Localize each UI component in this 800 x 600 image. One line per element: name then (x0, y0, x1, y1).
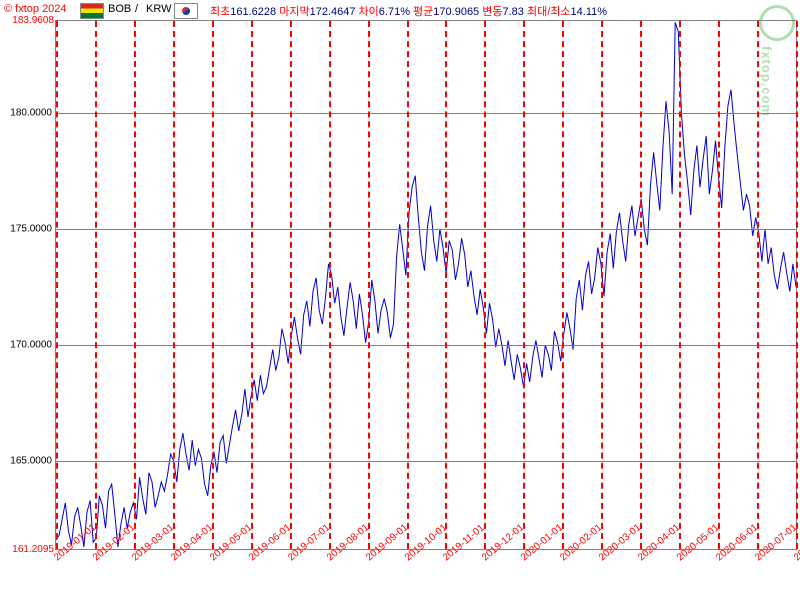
v-gridline (212, 21, 214, 549)
h-gridline (56, 345, 796, 346)
v-gridline (562, 21, 564, 549)
v-gridline (134, 21, 136, 549)
pair-separator: / (135, 3, 138, 15)
v-gridline (601, 21, 603, 549)
v-gridline (95, 21, 97, 549)
v-gridline (640, 21, 642, 549)
stats-bar: 최초161.6228 마지막172.4647 차이6.71% 평균170.906… (210, 3, 607, 19)
y-max-label: 183.9608 (12, 15, 56, 26)
h-gridline (56, 113, 796, 114)
plot-area: 183.9608 161.2095 165.0000170.0000175.00… (55, 20, 797, 550)
stat-value: 170.9065 (433, 6, 479, 18)
v-gridline (679, 21, 681, 549)
base-currency: BOB (108, 3, 131, 15)
v-gridline (796, 21, 798, 549)
bolivia-flag-icon (80, 3, 104, 19)
quote-currency: KRW (146, 3, 171, 15)
y-tick-label: 165.0000 (10, 456, 56, 467)
stat-value: 172.4647 (310, 6, 356, 18)
v-gridline (368, 21, 370, 549)
stat-label: 최초 (210, 6, 230, 18)
stat-label: 평균 (413, 6, 433, 18)
y-min-label: 161.2095 (12, 544, 56, 555)
v-gridline (173, 21, 175, 549)
stat-value: 7.83 (503, 6, 524, 18)
v-gridline (445, 21, 447, 549)
stat-label: 최대/최소 (527, 6, 571, 18)
v-gridline (757, 21, 759, 549)
v-gridline (523, 21, 525, 549)
stat-value: 161.6228 (230, 6, 276, 18)
korea-flag-icon (174, 3, 198, 19)
h-gridline (56, 461, 796, 462)
stat-label: 차이 (359, 6, 379, 18)
y-tick-label: 170.0000 (10, 339, 56, 350)
h-gridline (56, 229, 796, 230)
stat-value: 6.71% (379, 6, 410, 18)
stat-label: 마지막 (279, 6, 309, 18)
v-gridline (56, 21, 58, 549)
price-line (56, 22, 796, 547)
v-gridline (718, 21, 720, 549)
chart-container: © fxtop 2024 BOB / KRW 최초161.6228 마지막172… (0, 0, 800, 600)
y-tick-label: 180.0000 (10, 107, 56, 118)
line-chart-svg (56, 21, 796, 549)
quote-flag (174, 3, 198, 19)
y-tick-label: 175.0000 (10, 223, 56, 234)
v-gridline (251, 21, 253, 549)
stat-label: 변동 (482, 6, 502, 18)
stat-value: 14.11% (571, 6, 608, 18)
copyright-text: © fxtop 2024 (4, 3, 67, 15)
v-gridline (329, 21, 331, 549)
v-gridline (407, 21, 409, 549)
v-gridline (290, 21, 292, 549)
v-gridline (484, 21, 486, 549)
base-flag (80, 3, 104, 19)
